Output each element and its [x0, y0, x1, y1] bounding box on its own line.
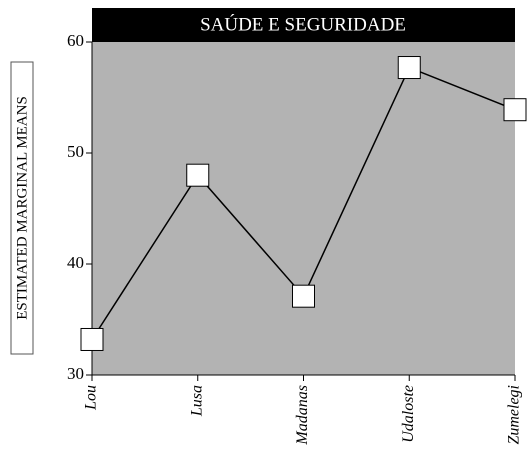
plot-background: [92, 42, 515, 375]
y-tick-label: 40: [67, 253, 84, 272]
x-tick-label: Zumelegi: [506, 385, 523, 445]
y-axis-label: ESTIMATED MARGINAL MEANS: [14, 96, 30, 320]
y-tick-label: 60: [67, 31, 84, 50]
x-tick-label: Madanas: [294, 385, 311, 446]
x-tick-label: Lou: [83, 385, 100, 411]
y-tick-label: 30: [67, 364, 84, 383]
marker: [397, 56, 421, 80]
marker: [186, 163, 210, 187]
chart-title: SAÚDE E SEGURIDADE: [200, 13, 406, 35]
y-tick-label: 50: [67, 142, 84, 161]
y-label-box: [10, 61, 34, 355]
marker: [292, 284, 315, 308]
marker: [503, 98, 527, 122]
x-tick-label: Udaloste: [400, 385, 417, 443]
marker: [80, 327, 104, 351]
y-label-group: ESTIMATED MARGINAL MEANS: [10, 61, 34, 355]
title-bar: [92, 8, 515, 42]
x-tick-label: Lusa: [188, 385, 205, 417]
